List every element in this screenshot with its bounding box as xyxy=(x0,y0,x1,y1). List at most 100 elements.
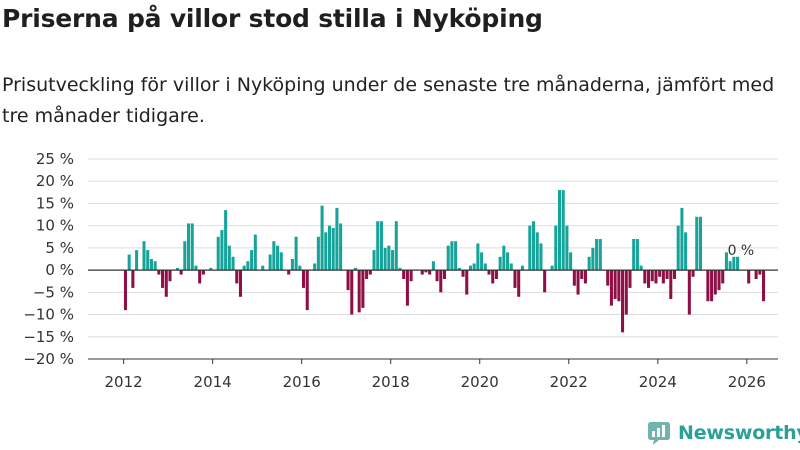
bar xyxy=(279,252,283,271)
bars xyxy=(123,190,766,333)
bar xyxy=(379,221,383,271)
bar xyxy=(680,207,684,271)
bar xyxy=(454,241,458,271)
annotations: 0 % xyxy=(728,243,755,259)
x-tick-label: 2022 xyxy=(550,373,588,391)
x-tick-label: 2024 xyxy=(639,373,677,391)
bar xyxy=(758,270,762,275)
bar xyxy=(491,270,495,284)
bar xyxy=(554,225,558,271)
bar xyxy=(498,256,502,271)
bar xyxy=(535,232,539,271)
y-tick-label: 20 % xyxy=(36,172,74,190)
bar xyxy=(587,256,591,271)
bar xyxy=(313,263,317,271)
bar xyxy=(502,245,506,271)
bar xyxy=(572,270,576,286)
x-tick-label: 2026 xyxy=(728,373,766,391)
bar xyxy=(461,270,465,277)
brand-name: Newsworthy xyxy=(678,422,800,444)
bar xyxy=(569,252,573,271)
bar xyxy=(290,259,294,271)
bar xyxy=(220,230,224,271)
bar xyxy=(706,270,710,302)
bar xyxy=(576,270,580,295)
bar xyxy=(598,239,602,271)
bar xyxy=(613,270,617,299)
y-tick-label: 15 % xyxy=(36,194,74,212)
bar xyxy=(383,247,387,271)
bar xyxy=(398,267,402,271)
bar xyxy=(472,263,476,271)
gridlines xyxy=(88,158,778,360)
bar xyxy=(687,270,691,315)
bar xyxy=(672,270,677,279)
bar xyxy=(543,270,547,293)
bar xyxy=(565,225,569,271)
bar xyxy=(190,223,194,271)
bar xyxy=(187,223,191,271)
bar xyxy=(435,270,439,282)
bar xyxy=(639,265,643,271)
bar xyxy=(468,265,472,271)
bar xyxy=(164,270,168,297)
bar xyxy=(305,270,309,311)
bar xyxy=(465,270,469,295)
bar xyxy=(350,270,354,315)
bar xyxy=(365,270,369,279)
bar xyxy=(617,270,621,302)
bar xyxy=(539,243,543,271)
bar xyxy=(450,241,454,271)
bar xyxy=(324,232,328,271)
y-axis-tick-labels: 25 % 20 % 15 % 10 % 5 % 0 % −5 % −10 % −15 % −20 … xyxy=(23,150,74,368)
bar xyxy=(327,225,332,271)
bar xyxy=(428,270,432,275)
y-tick-label: 10 % xyxy=(36,217,74,235)
x-tick-label: 2016 xyxy=(283,373,321,391)
bar xyxy=(161,270,165,288)
bar xyxy=(669,270,673,299)
bar xyxy=(717,270,721,291)
bar xyxy=(394,221,398,271)
bar xyxy=(353,267,357,271)
bar xyxy=(179,270,183,275)
bar xyxy=(698,216,702,271)
bar xyxy=(457,267,461,271)
bar xyxy=(532,221,536,271)
bar xyxy=(747,270,751,284)
y-tick-label: 5 % xyxy=(45,239,74,257)
bar xyxy=(246,261,250,271)
bar xyxy=(194,265,198,271)
bar xyxy=(268,254,272,271)
bar xyxy=(339,223,343,271)
bar xyxy=(439,270,443,293)
bar xyxy=(183,241,187,271)
bar xyxy=(227,245,231,271)
bar xyxy=(583,270,587,284)
bar xyxy=(561,190,565,271)
bar xyxy=(724,252,728,271)
bar xyxy=(647,270,651,288)
bar xyxy=(595,239,599,271)
bar xyxy=(168,270,172,282)
bar xyxy=(142,241,146,271)
bar xyxy=(216,236,220,271)
bar xyxy=(276,245,280,271)
bar xyxy=(298,265,302,271)
bar xyxy=(357,270,361,313)
bar xyxy=(513,270,517,288)
bar xyxy=(346,270,350,291)
bar xyxy=(153,261,157,271)
bar xyxy=(483,263,487,271)
bar xyxy=(424,270,428,273)
bar xyxy=(506,252,510,271)
bar xyxy=(361,270,365,308)
bar xyxy=(146,250,150,271)
bar xyxy=(691,270,695,277)
bar xyxy=(650,270,654,282)
bar xyxy=(209,267,213,271)
bar xyxy=(287,270,291,275)
bar xyxy=(431,261,435,271)
bar xyxy=(420,270,424,275)
